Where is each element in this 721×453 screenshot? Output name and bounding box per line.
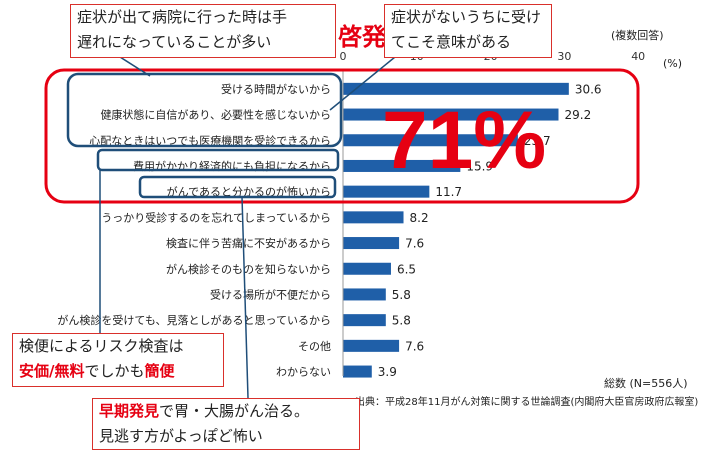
bar [343, 134, 518, 147]
bar [343, 185, 430, 198]
bar [343, 82, 569, 95]
group-box-cost [96, 148, 340, 172]
bar-value-label: 8.2 [410, 211, 429, 225]
multiple-answer-note: (複数回答) [611, 29, 664, 42]
bar [343, 339, 400, 352]
callout-early-line1: 早期発見で胃・大腸がん治る。 [99, 399, 353, 424]
bar-value-label: 5.8 [392, 314, 411, 328]
bar-value-label: 11.7 [435, 185, 462, 199]
bar [343, 288, 386, 301]
bar [343, 314, 386, 327]
bar [343, 211, 404, 224]
bar-value-label: 30.6 [575, 82, 602, 96]
callout-no-symptoms: 症状がないうちに受け てこそ意味がある [384, 4, 552, 58]
bar [343, 262, 391, 275]
callout-late-line2: 遅れになっていることが多い [77, 33, 272, 51]
connector-top-right [329, 56, 396, 111]
callout-late-line1: 症状が出て病院に行った時は手 [77, 8, 288, 26]
group-box-fear [138, 175, 337, 199]
callout-stool-test: 検便によるリスク検査は 安価/無料でしかも簡便 [12, 333, 224, 387]
category-label: がん検診そのものを知らないから [166, 262, 331, 276]
total-label: 総数 (N=556人) [604, 377, 688, 390]
callout-early: 早期発見 [99, 402, 160, 420]
group-box-health [66, 72, 343, 148]
category-label: その他 [298, 340, 331, 353]
callout-cheap: 安価/無料 [19, 362, 85, 380]
x-tick-label: 40 [631, 50, 645, 63]
x-tick-label: 0 [340, 50, 347, 63]
bar-value-label: 15.9 [466, 159, 493, 173]
unit-label: (%) [663, 57, 683, 70]
bar-value-label: 3.9 [378, 365, 397, 379]
category-label: 検査に伴う苦痛に不安があるから [166, 236, 331, 250]
callout-stool-line2: 安価/無料でしかも簡便 [19, 359, 217, 384]
big-percent: 71% [382, 95, 546, 186]
callout-nosym-line2: てこそ意味がある [391, 33, 512, 51]
category-label: 心配なときはいつでも医療機関を受診できるから [89, 133, 331, 147]
keihatsu-label: 啓発 [338, 23, 386, 51]
category-label: わからない [276, 366, 331, 379]
bar [343, 365, 372, 378]
bar-value-label: 6.5 [397, 262, 416, 276]
bar-value-label: 5.8 [392, 288, 411, 302]
connector-fear [241, 196, 249, 399]
bar [343, 159, 461, 172]
category-label: うっかり受診するのを忘れてしまっているから [101, 210, 331, 224]
highlight-frame [44, 68, 640, 204]
category-label: がんであると分かるのが怖いから [167, 185, 331, 199]
bar [343, 237, 400, 250]
callout-stool-line1: 検便によるリスク検査は [19, 337, 184, 355]
callout-and: でしかも [84, 362, 145, 380]
bar-value-label: 23.7 [524, 134, 551, 148]
callout-cure: で胃・大腸がん治る。 [159, 402, 310, 420]
callout-late-symptoms: 症状が出て病院に行った時は手 遅れになっていることが多い [70, 4, 336, 58]
bar-value-label: 7.6 [405, 339, 424, 353]
callout-early-line2: 見逃す方がよっぽど怖い [99, 427, 263, 445]
bar-value-label: 29.2 [564, 108, 591, 122]
source-label: 出典：平成28年11月がん対策に関する世論調査(内閣府大臣官房政府広報室) [355, 397, 699, 408]
bar-value-label: 7.6 [405, 237, 424, 251]
category-label: 健康状態に自信があり、必要性を感じないから [100, 108, 331, 122]
category-label: 受ける場所が不便だから [210, 287, 331, 301]
x-tick-label: 30 [557, 50, 571, 63]
callout-nosym-line1: 症状がないうちに受け [391, 8, 542, 26]
category-label: がん検診を受けても、見落としがあると思っているから [57, 313, 331, 327]
callout-easy: 簡便 [144, 362, 175, 380]
category-label: 受ける時間がないから [221, 82, 331, 96]
bar [343, 108, 559, 121]
connector-top-left [119, 56, 151, 77]
callout-early-detection: 早期発見で胃・大腸がん治る。 見逃す方がよっぽど怖い [92, 398, 360, 450]
